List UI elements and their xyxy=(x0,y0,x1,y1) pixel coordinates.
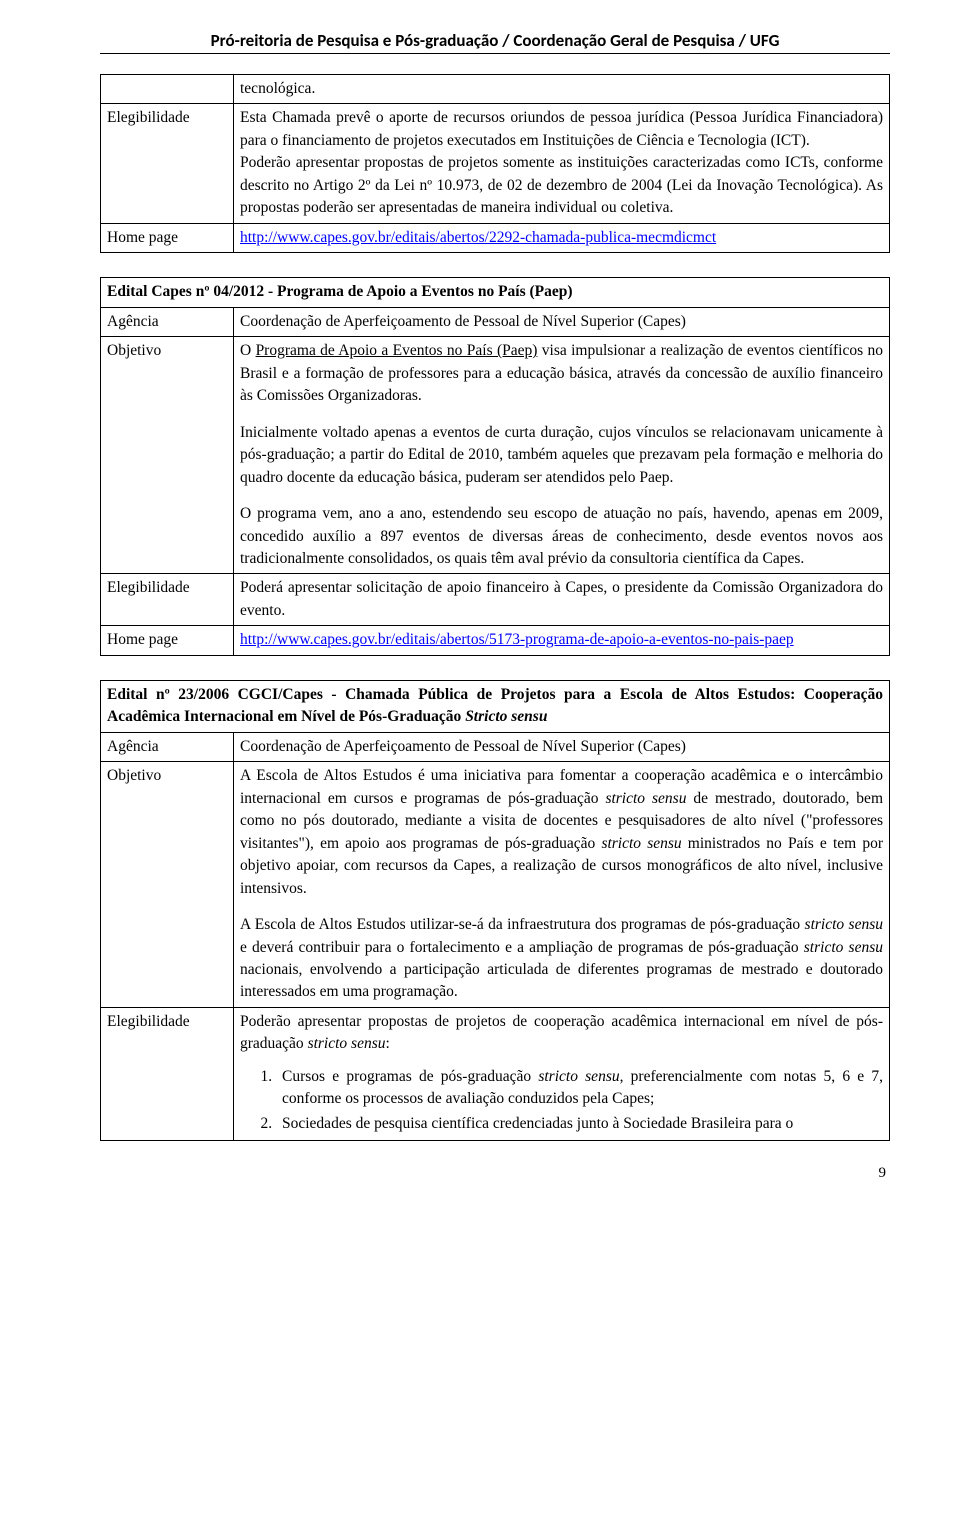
text-italic: stricto sensu xyxy=(308,1035,386,1052)
text: Esta Chamada prevê o aporte de recursos … xyxy=(240,109,883,148)
row-value: Esta Chamada prevê o aporte de recursos … xyxy=(234,104,890,223)
row-label xyxy=(101,75,234,104)
homepage-link[interactable]: http://www.capes.gov.br/editais/abertos/… xyxy=(240,229,716,246)
row-label: Agência xyxy=(101,307,234,336)
text: : xyxy=(386,1035,390,1052)
row-value: Coordenação de Aperfeiçoamento de Pessoa… xyxy=(234,732,890,761)
text-italic: stricto sensu xyxy=(601,835,681,852)
row-label: Objetivo xyxy=(101,762,234,1008)
text: tecnológica. xyxy=(240,80,315,97)
text: e deverá contribuir para o fortaleciment… xyxy=(240,939,804,956)
text: A Escola de Altos Estudos utilizar-se-á … xyxy=(240,916,805,933)
text: Inicialmente voltado apenas a eventos de… xyxy=(240,422,883,489)
text: nacionais, envolvendo a participação art… xyxy=(240,961,883,1000)
text-italic: stricto sensu xyxy=(538,1068,619,1085)
row-label: Home page xyxy=(101,223,234,252)
table-block-1: tecnológica. Elegibilidade Esta Chamada … xyxy=(100,74,890,253)
table-block-2: Edital Capes nº 04/2012 - Programa de Ap… xyxy=(100,277,890,656)
numbered-list: Cursos e programas de pós-graduação stri… xyxy=(240,1066,883,1135)
row-value: Poderão apresentar propostas de projetos… xyxy=(234,1007,890,1140)
row-value: A Escola de Altos Estudos é uma iniciati… xyxy=(234,762,890,1008)
text-italic: stricto sensu xyxy=(605,790,686,807)
row-label: Elegibilidade xyxy=(101,1007,234,1140)
list-item: Cursos e programas de pós-graduação stri… xyxy=(276,1066,883,1111)
row-label: Elegibilidade xyxy=(101,104,234,223)
homepage-link[interactable]: http://www.capes.gov.br/editais/abertos/… xyxy=(240,631,794,648)
text: Poderão apresentar propostas de projetos… xyxy=(240,154,883,216)
block-title: Edital nº 23/2006 CGCI/Capes - Chamada P… xyxy=(101,680,890,732)
row-value: http://www.capes.gov.br/editais/abertos/… xyxy=(234,223,890,252)
list-item: Sociedades de pesquisa científica creden… xyxy=(276,1113,883,1135)
row-value: tecnológica. xyxy=(234,75,890,104)
row-label: Home page xyxy=(101,626,234,655)
table-block-3: Edital nº 23/2006 CGCI/Capes - Chamada P… xyxy=(100,680,890,1141)
block-title: Edital Capes nº 04/2012 - Programa de Ap… xyxy=(101,278,890,307)
row-value: Poderá apresentar solicitação de apoio f… xyxy=(234,574,890,626)
text: Cursos e programas de pós-graduação xyxy=(282,1068,538,1085)
text-italic: stricto sensu xyxy=(805,916,883,933)
row-label: Elegibilidade xyxy=(101,574,234,626)
page-header: Pró-reitoria de Pesquisa e Pós-graduação… xyxy=(100,30,890,54)
row-label: Agência xyxy=(101,732,234,761)
text: O xyxy=(240,342,256,359)
text: O programa vem, ano a ano, estendendo se… xyxy=(240,503,883,570)
page-number: 9 xyxy=(100,1165,890,1182)
text-italic: Stricto sensu xyxy=(465,708,547,725)
row-label: Objetivo xyxy=(101,337,234,574)
row-value: O Programa de Apoio a Eventos no País (P… xyxy=(234,337,890,574)
text-italic: stricto sensu xyxy=(804,939,883,956)
row-value: http://www.capes.gov.br/editais/abertos/… xyxy=(234,626,890,655)
program-link: Programa de Apoio a Eventos no País (Pae… xyxy=(256,342,538,359)
row-value: Coordenação de Aperfeiçoamento de Pessoa… xyxy=(234,307,890,336)
